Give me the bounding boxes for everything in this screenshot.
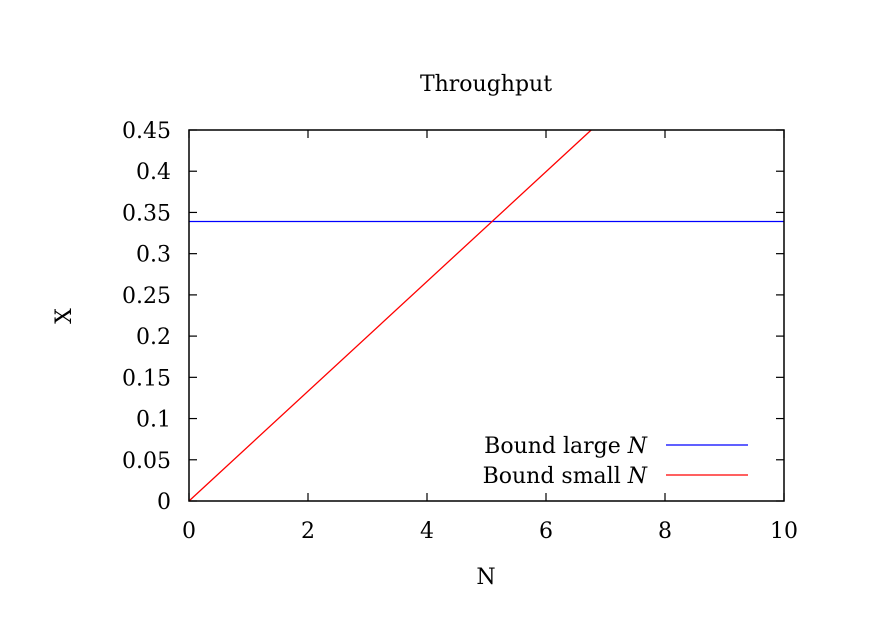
y-tick-label: 0.4 [136, 160, 171, 185]
legend-label-text: Bound large [484, 434, 628, 459]
series-line-1 [188, 129, 592, 502]
legend-label-variable: N [627, 464, 648, 489]
x-tick-label: 6 [539, 519, 553, 544]
y-tick-label: 0.2 [136, 325, 171, 350]
x-tick-label: 8 [658, 519, 672, 544]
x-axis-label: N [476, 565, 495, 590]
chart-title: Throughput [420, 72, 552, 97]
y-tick-label: 0 [157, 490, 171, 515]
legend-label-1: Bound small N [483, 464, 648, 489]
series-layer [188, 129, 784, 502]
y-tick-label: 0.05 [122, 449, 171, 474]
y-tick-label: 0.35 [122, 201, 171, 226]
y-tick-label: 0.45 [122, 119, 171, 144]
y-tick-label: 0.15 [122, 366, 171, 391]
plot-frame [188, 129, 785, 502]
y-tick-label: 0.3 [136, 243, 171, 268]
x-tick-label: 2 [301, 519, 315, 544]
legend-label-0: Bound large N [484, 434, 648, 459]
x-tick-label: 0 [182, 519, 196, 544]
x-tick-label: 4 [420, 519, 434, 544]
y-tick-label: 0.25 [122, 284, 171, 309]
y-tick-label: 0.1 [136, 408, 171, 433]
axis-ticks: 0 2 4 6 8 10 0 0.05 0.1 0.15 0.2 0.25 0.3 0.35 0.4 0.45 [122, 119, 798, 544]
legend-label-text: Bound small [483, 464, 628, 489]
y-axis-label: X [52, 308, 77, 324]
x-tick-label: 10 [770, 519, 798, 544]
legend-label-variable: N [627, 434, 648, 459]
